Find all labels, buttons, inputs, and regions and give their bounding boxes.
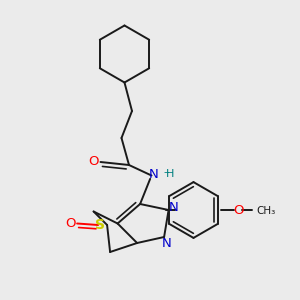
Text: –: – bbox=[163, 167, 169, 178]
Text: N: N bbox=[169, 201, 179, 214]
Text: O: O bbox=[88, 155, 99, 169]
Text: N: N bbox=[162, 237, 172, 250]
Text: H: H bbox=[166, 169, 174, 179]
Text: S: S bbox=[94, 218, 105, 232]
Text: CH₃: CH₃ bbox=[256, 206, 275, 216]
Text: O: O bbox=[234, 203, 244, 217]
Text: N: N bbox=[149, 167, 159, 181]
Text: O: O bbox=[65, 217, 76, 230]
